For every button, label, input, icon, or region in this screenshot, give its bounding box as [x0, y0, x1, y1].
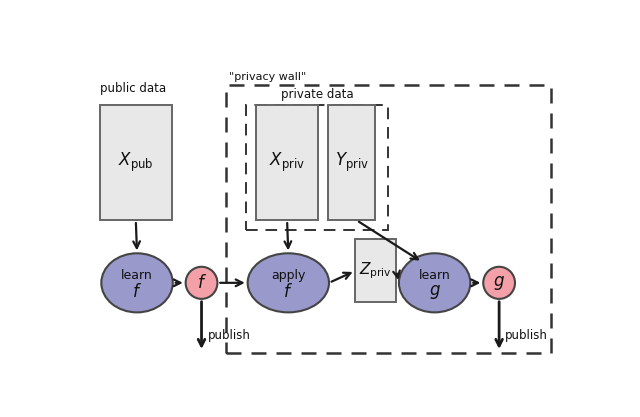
- Text: learn: learn: [419, 269, 451, 282]
- Ellipse shape: [101, 253, 173, 312]
- Bar: [355, 239, 396, 302]
- Bar: [256, 105, 318, 220]
- Text: $Z_{\mathrm{priv}}$: $Z_{\mathrm{priv}}$: [360, 261, 392, 281]
- Text: learn: learn: [121, 269, 153, 282]
- Bar: [246, 105, 388, 230]
- Text: $f$: $f$: [284, 283, 293, 301]
- Ellipse shape: [399, 253, 470, 312]
- Text: publish: publish: [505, 329, 548, 342]
- Text: public data: public data: [100, 82, 166, 95]
- Bar: [100, 105, 172, 220]
- Bar: [227, 85, 551, 354]
- Text: private data: private data: [280, 88, 353, 101]
- Text: $f$: $f$: [132, 283, 142, 301]
- Text: $g$: $g$: [429, 283, 440, 301]
- Text: $g$: $g$: [493, 274, 505, 292]
- Text: publish: publish: [207, 329, 250, 342]
- Ellipse shape: [248, 253, 329, 312]
- Text: $Y_{\mathrm{priv}}$: $Y_{\mathrm{priv}}$: [335, 151, 369, 174]
- Text: apply: apply: [271, 269, 305, 282]
- Ellipse shape: [483, 267, 515, 299]
- Text: $X_{\mathrm{pub}}$: $X_{\mathrm{pub}}$: [118, 151, 154, 174]
- Ellipse shape: [186, 267, 218, 299]
- Text: $f$: $f$: [196, 274, 207, 292]
- Bar: [328, 105, 375, 220]
- Text: "privacy wall": "privacy wall": [229, 71, 306, 81]
- Text: $X_{\mathrm{priv}}$: $X_{\mathrm{priv}}$: [269, 151, 305, 174]
